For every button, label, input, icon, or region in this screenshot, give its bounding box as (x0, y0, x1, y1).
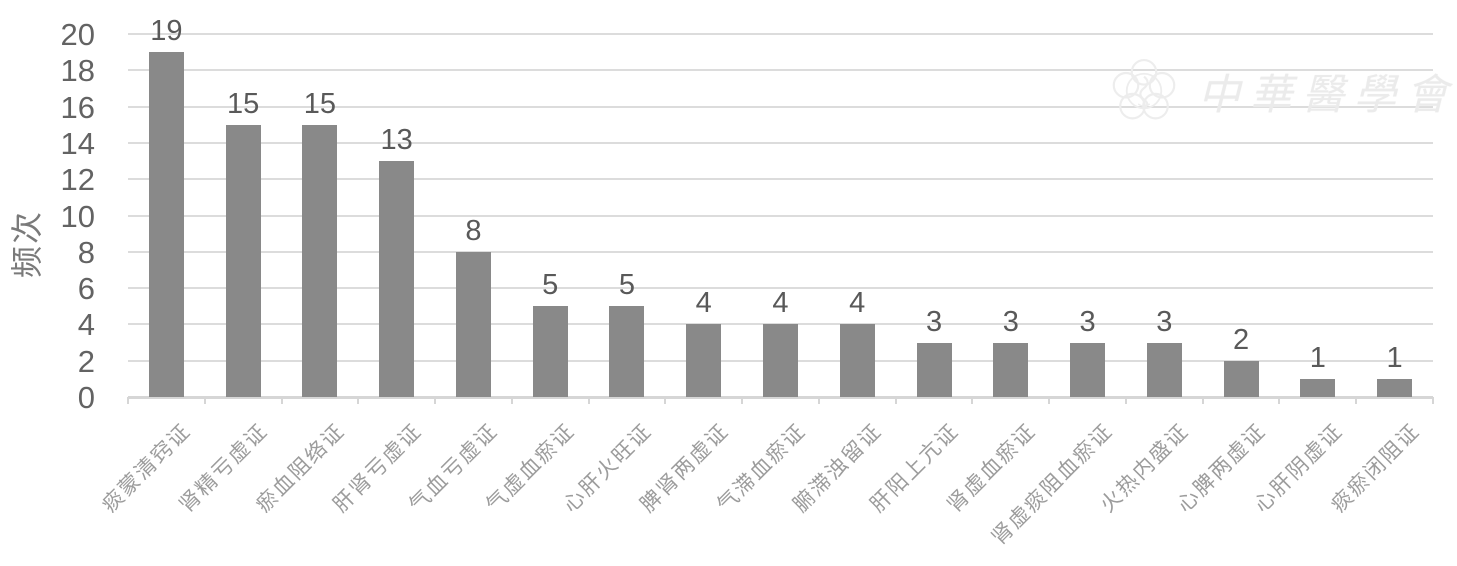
bar-心肝阴虚证 (1300, 378, 1336, 397)
x-tick (510, 397, 513, 404)
x-tick (434, 397, 437, 404)
x-tick (1355, 397, 1358, 404)
bar-value-label: 3 (1156, 305, 1173, 338)
x-tick (894, 397, 897, 404)
bar-value-label: 13 (380, 124, 413, 157)
x-tick (1201, 397, 1204, 404)
gridline-y-0 (128, 396, 1433, 399)
bar-肾虚血瘀证 (993, 342, 1029, 397)
bar-value-label: 1 (1309, 341, 1326, 374)
x-tick (817, 397, 820, 404)
bar-气虚血瘀证 (532, 306, 568, 397)
bar-瘀血阻络证 (302, 124, 338, 397)
bar-火热内盛证 (1146, 342, 1182, 397)
y-tick-label: 14 (60, 125, 95, 161)
x-tick (664, 397, 667, 404)
x-tick (971, 397, 974, 404)
x-tick (203, 397, 206, 404)
y-tick-label: 0 (77, 380, 95, 415)
bar-value-label: 15 (303, 87, 337, 120)
bar-肾精亏虚证 (225, 124, 261, 397)
y-tick-label: 18 (60, 53, 95, 89)
bar-value-label: 4 (849, 287, 866, 320)
x-tick (741, 397, 744, 404)
x-tick (1048, 397, 1051, 404)
gridline-y-8 (128, 250, 1433, 253)
x-tick (1432, 397, 1434, 404)
bar-心肝火旺证 (609, 306, 645, 397)
bar-气滞血瘀证 (763, 324, 798, 397)
bar-value-label: 3 (925, 305, 943, 338)
bar-肝肾亏虚证 (379, 161, 415, 397)
bar-value-label: 3 (1002, 305, 1019, 338)
x-tick (357, 397, 360, 404)
bar-肝阳上亢证 (916, 342, 952, 397)
gridline-y-14 (128, 141, 1433, 144)
y-tick-label: 4 (77, 307, 95, 343)
gridline-y-10 (128, 214, 1433, 217)
x-tick (1278, 397, 1281, 404)
y-tick-label: 20 (60, 17, 95, 52)
gridline-y-20 (128, 33, 1433, 35)
bar-痰蒙清窍证 (148, 52, 184, 397)
plum-blossom-medical-logo-icon (1112, 58, 1176, 120)
bar-value-label: 5 (618, 269, 636, 302)
bar-value-label: 1 (1386, 341, 1403, 374)
y-tick-label: 12 (60, 162, 95, 198)
bar-value-label: 5 (542, 269, 559, 302)
bar-value-label: 8 (465, 214, 482, 247)
x-tick (1124, 397, 1127, 404)
bar-value-label: 15 (227, 87, 260, 120)
bar-气血亏虚证 (455, 251, 491, 397)
y-tick-label: 16 (60, 89, 95, 125)
bar-心脾两虚证 (1223, 360, 1259, 397)
gridline-y-18 (128, 69, 1433, 72)
x-tick (127, 397, 129, 404)
gridline-y-16 (128, 105, 1433, 108)
bar-value-label: 2 (1233, 323, 1250, 356)
x-tick (587, 397, 590, 404)
bar-value-label: 4 (695, 287, 712, 320)
bar-腑滞浊留证 (839, 324, 875, 397)
bar-value-label: 19 (150, 15, 183, 48)
bar-value-label: 3 (1079, 305, 1096, 338)
y-tick-label: 6 (77, 271, 95, 307)
gridline-y-12 (128, 178, 1433, 181)
y-tick-label: 8 (77, 234, 95, 270)
y-tick-label: 10 (60, 198, 95, 234)
y-tick-label: 2 (77, 343, 95, 379)
x-tick (280, 397, 283, 404)
bar-脾肾两虚证 (686, 324, 722, 397)
bar-痰瘀闭阻证 (1377, 378, 1413, 397)
bar-value-label: 4 (772, 287, 789, 320)
bar-肾虚痰阻血瘀证 (1070, 342, 1106, 397)
watermark: 中華醫學會 (1108, 52, 1448, 130)
gridline-y-6 (128, 287, 1433, 290)
